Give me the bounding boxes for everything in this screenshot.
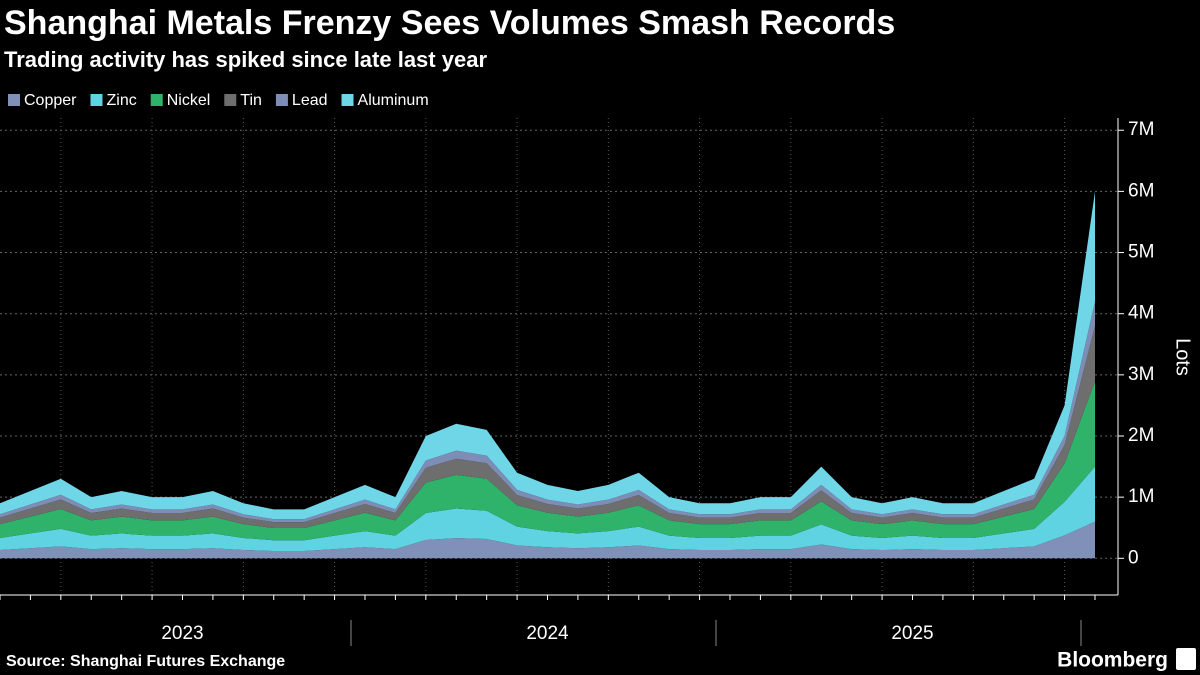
x-tick-label: 2024 <box>526 623 569 644</box>
brand-icon <box>1176 648 1196 670</box>
y-axis-label: Lots <box>1172 338 1194 376</box>
area <box>0 521 1095 559</box>
chart-subtitle: Trading activity has spiked since late l… <box>4 47 487 72</box>
y-tick-label: 2M <box>1128 425 1154 446</box>
legend-swatch <box>90 94 103 106</box>
area <box>0 380 1095 541</box>
areas <box>0 191 1095 559</box>
legend-swatch <box>8 94 20 106</box>
y-tick-label: 1M <box>1128 486 1154 507</box>
brand: Bloomberg <box>1057 649 1168 672</box>
legend-label: Aluminum <box>358 92 429 109</box>
x-tick-label: 2025 <box>891 623 933 644</box>
y-tick-label: 7M <box>1128 119 1154 140</box>
axes: 0 1M 2M 3M 4M 5M 6M 7M 2023 2024 2025 <box>0 118 1154 646</box>
source: Source: Shanghai Futures Exchange <box>6 653 285 670</box>
legend-swatch <box>224 94 237 106</box>
legend-swatch <box>275 94 288 106</box>
legend-label: Tin <box>240 92 262 109</box>
y-tick-label: 0 <box>1128 547 1139 568</box>
y-tick-label: 3M <box>1128 364 1154 385</box>
legend-label: Zinc <box>106 92 136 109</box>
legend-label: Lead <box>292 92 328 109</box>
y-tick-label: 6M <box>1128 180 1154 201</box>
y-tick-label: 4M <box>1128 303 1154 324</box>
legend-label: Nickel <box>167 92 211 109</box>
legend: Copper Zinc Nickel Tin Lead Aluminum <box>8 92 429 109</box>
chart-title: Shanghai Metals Frenzy Sees Volumes Smas… <box>4 4 895 42</box>
legend-swatch <box>341 94 354 106</box>
x-tick-label: 2023 <box>161 623 203 644</box>
y-tick-label: 5M <box>1128 242 1154 263</box>
legend-swatch <box>150 94 163 106</box>
legend-label: Copper <box>24 92 77 109</box>
area <box>0 466 1095 551</box>
